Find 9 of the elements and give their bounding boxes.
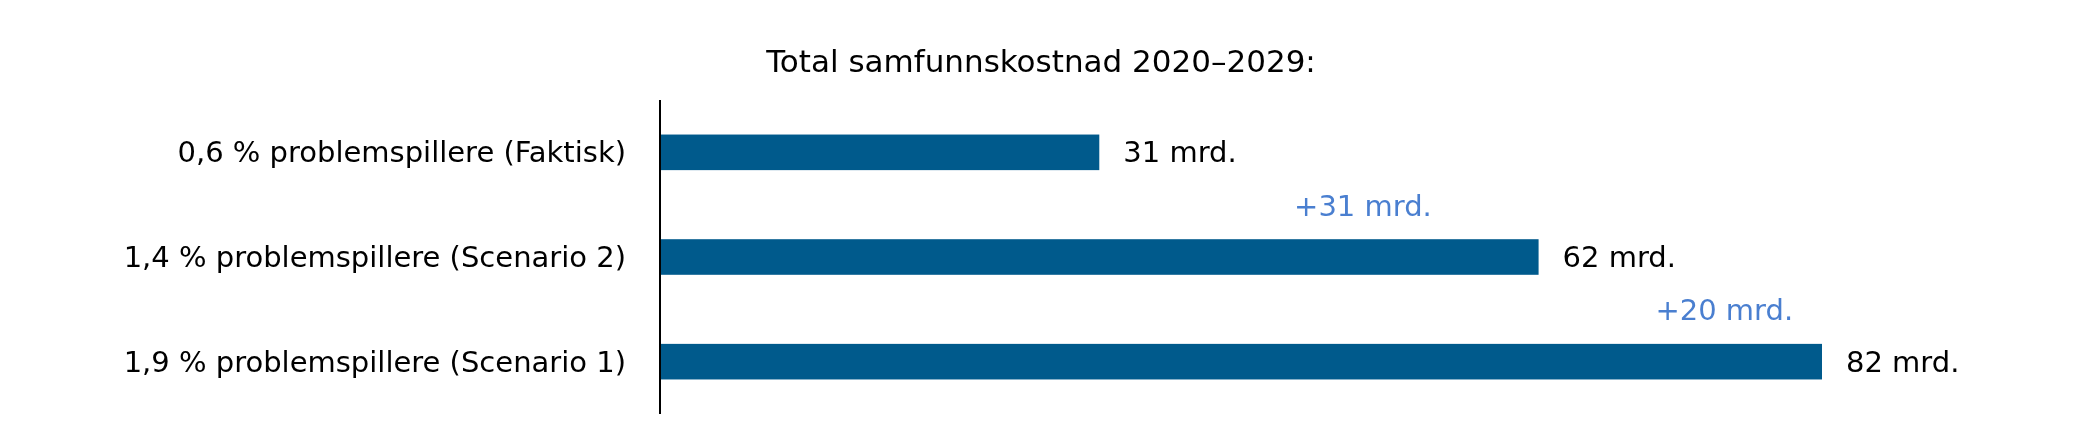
data-label: 62 mrd. [1562, 240, 1677, 275]
annotation: +31 mrd. [1294, 188, 1432, 223]
y-tick-label: 1,9 % problemspillere (Scenario 1) [123, 344, 626, 379]
y-tick-label: 0,6 % problemspillere (Faktisk) [177, 135, 626, 170]
data-label: 82 mrd. [1846, 344, 1960, 379]
chart-title: Total samfunnskostnad 2020–2029: [765, 43, 1316, 79]
data-label: 31 mrd. [1123, 135, 1237, 170]
y-tick-label: 1,4 % problemspillere (Scenario 2) [123, 240, 626, 275]
annotation: +20 mrd. [1655, 293, 1794, 328]
